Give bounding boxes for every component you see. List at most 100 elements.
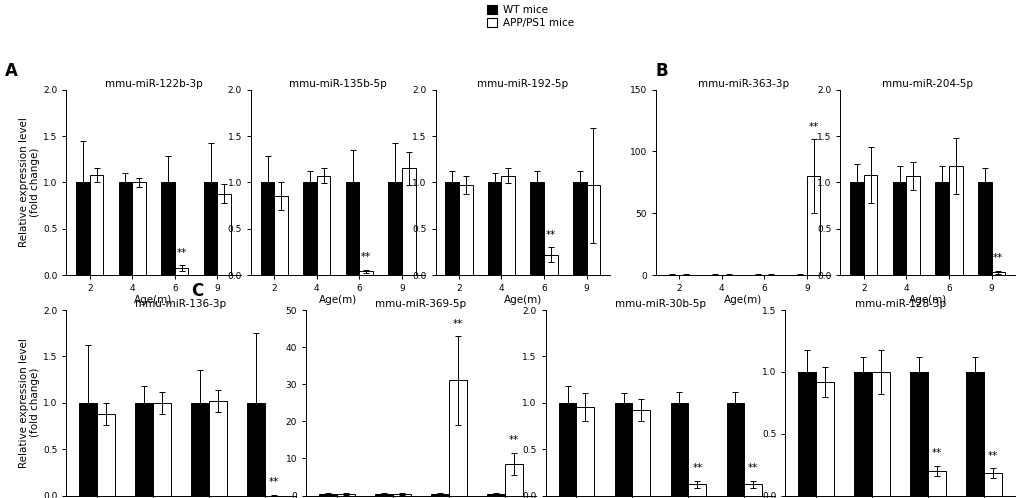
Bar <box>261 182 274 275</box>
Bar <box>445 182 459 275</box>
Bar <box>459 185 472 275</box>
Bar <box>850 182 863 275</box>
Bar <box>153 403 171 496</box>
Bar <box>247 403 265 496</box>
Bar <box>191 403 209 496</box>
X-axis label: Age(m): Age(m) <box>503 294 541 305</box>
Bar <box>669 403 688 496</box>
Bar <box>118 182 132 275</box>
Bar <box>815 382 834 496</box>
Title: mmu-miR-122b-3p: mmu-miR-122b-3p <box>105 79 202 89</box>
Bar <box>76 182 90 275</box>
Bar <box>209 401 227 496</box>
Bar <box>688 485 705 496</box>
Title: mmu-miR-30b-5p: mmu-miR-30b-5p <box>614 299 705 309</box>
Y-axis label: Relative expression level
(fold change): Relative expression level (fold change) <box>18 338 40 468</box>
Text: C: C <box>192 282 204 300</box>
Title: mmu-miR-136-3p: mmu-miR-136-3p <box>136 299 226 309</box>
Bar <box>317 176 330 275</box>
Text: **: ** <box>931 448 942 458</box>
Text: **: ** <box>545 230 555 240</box>
Text: **: ** <box>508 435 519 445</box>
Bar <box>573 182 586 275</box>
Bar <box>934 182 948 275</box>
Y-axis label: Relative expression level
(fold change): Relative expression level (fold change) <box>18 118 40 248</box>
Bar <box>965 372 983 496</box>
Text: **: ** <box>808 122 818 131</box>
X-axis label: Age(m): Age(m) <box>723 294 761 305</box>
Bar <box>487 182 501 275</box>
Bar <box>586 185 599 275</box>
Legend: WT mice, APP/PS1 mice: WT mice, APP/PS1 mice <box>486 5 574 28</box>
Text: **: ** <box>176 248 186 257</box>
Text: **: ** <box>993 253 1003 263</box>
Bar <box>990 272 1004 275</box>
Bar <box>97 414 115 496</box>
Bar <box>726 403 744 496</box>
Text: **: ** <box>748 463 758 473</box>
Text: A: A <box>5 62 18 80</box>
Bar <box>174 268 189 275</box>
Bar <box>336 494 355 496</box>
Bar <box>948 166 962 275</box>
Bar <box>983 473 1001 496</box>
Bar <box>319 494 336 496</box>
X-axis label: Age(m): Age(m) <box>319 294 357 305</box>
Bar <box>665 274 679 275</box>
Bar <box>707 274 721 275</box>
Bar <box>906 176 919 275</box>
Title: mmu-miR-204-5p: mmu-miR-204-5p <box>881 79 972 89</box>
Bar <box>392 494 411 496</box>
Bar <box>763 274 777 275</box>
Bar <box>448 380 467 496</box>
Bar <box>388 182 401 275</box>
Bar <box>530 182 543 275</box>
X-axis label: Age(m): Age(m) <box>135 294 172 305</box>
Title: mmu-miR-363-3p: mmu-miR-363-3p <box>697 79 788 89</box>
Bar <box>401 168 415 275</box>
Bar <box>161 182 174 275</box>
Bar <box>132 182 146 275</box>
Bar <box>136 403 153 496</box>
Bar <box>871 372 890 496</box>
Bar <box>977 182 990 275</box>
Bar <box>204 182 217 275</box>
X-axis label: Age(m): Age(m) <box>908 294 946 305</box>
Bar <box>274 196 287 275</box>
Bar <box>750 274 763 275</box>
Bar <box>217 194 230 275</box>
Bar <box>359 271 373 275</box>
Title: mmu-miR-369-5p: mmu-miR-369-5p <box>375 299 466 309</box>
Bar <box>558 403 576 496</box>
Text: **: ** <box>987 451 998 461</box>
Bar <box>613 403 632 496</box>
Bar <box>632 410 650 496</box>
Bar <box>863 175 876 275</box>
Bar <box>543 255 557 275</box>
Title: mmu-miR-135b-5p: mmu-miR-135b-5p <box>289 79 386 89</box>
Bar <box>793 274 806 275</box>
Text: **: ** <box>361 252 371 262</box>
Text: **: ** <box>269 477 279 487</box>
Bar <box>854 372 871 496</box>
Bar <box>909 372 927 496</box>
Text: **: ** <box>452 319 463 329</box>
Bar <box>892 182 906 275</box>
Bar <box>679 274 692 275</box>
Bar <box>927 471 946 496</box>
Bar <box>501 176 515 275</box>
Bar <box>345 182 359 275</box>
Bar <box>721 274 735 275</box>
Bar <box>504 464 522 496</box>
Bar <box>744 485 761 496</box>
Bar <box>576 407 594 496</box>
Bar <box>90 175 103 275</box>
Bar <box>430 494 448 496</box>
Bar <box>79 403 97 496</box>
Text: B: B <box>655 62 667 80</box>
Bar <box>375 494 392 496</box>
Text: **: ** <box>692 463 702 473</box>
Bar <box>486 494 504 496</box>
Bar <box>798 372 815 496</box>
Title: mmu-miR-128-3p: mmu-miR-128-3p <box>854 299 945 309</box>
